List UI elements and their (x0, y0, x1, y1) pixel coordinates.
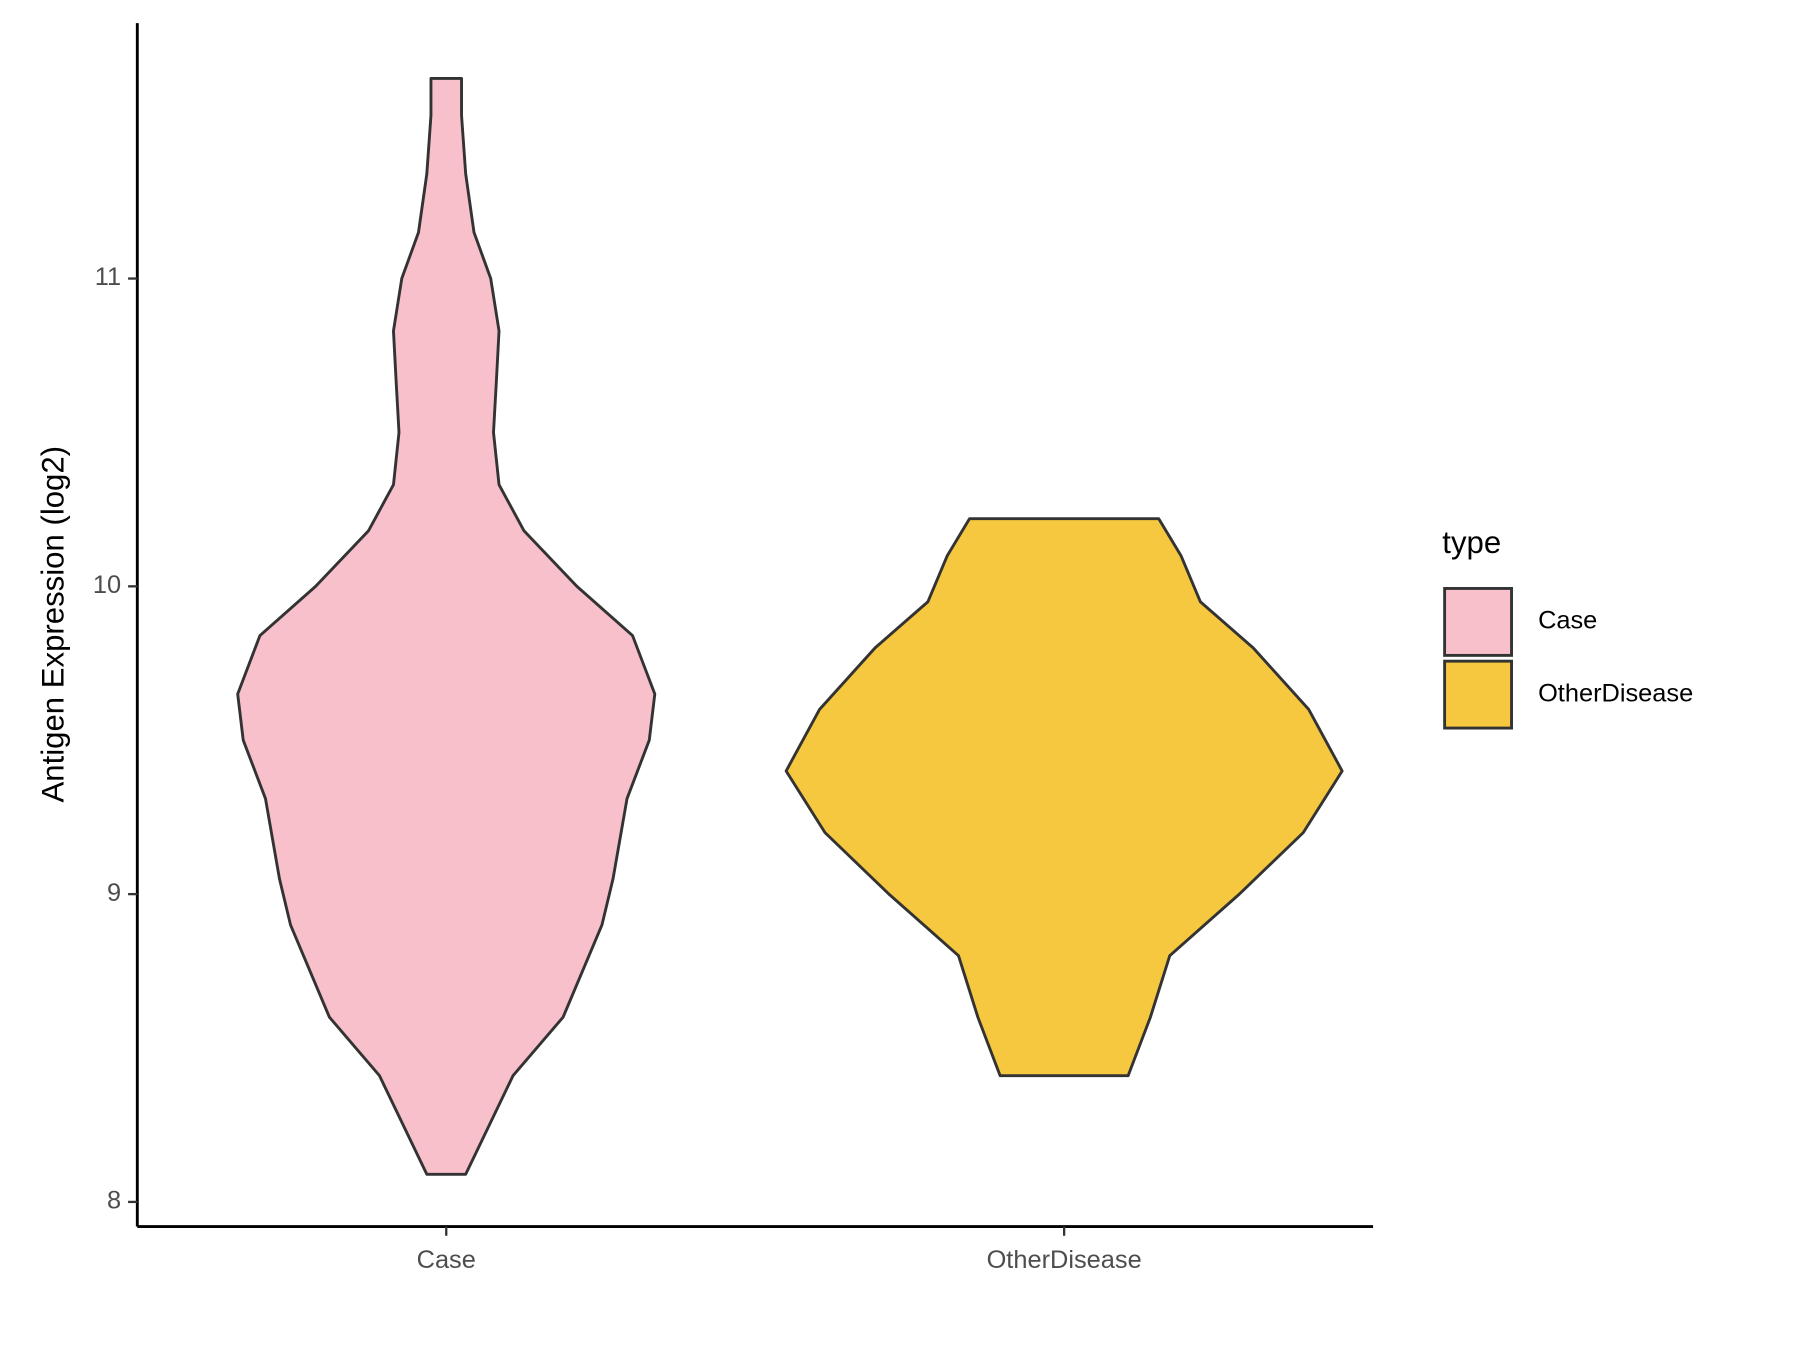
violin (784, 517, 1344, 1078)
y-axis-label: Antigen Expression (log2) (36, 446, 71, 803)
x-tick-label: Case (417, 1246, 476, 1274)
y-tick-label: 11 (95, 263, 121, 291)
y-tick-label: 10 (93, 571, 121, 599)
legend-label: Case (1538, 607, 1597, 635)
legend-key (1443, 587, 1513, 657)
y-tick-label: 8 (107, 1187, 121, 1215)
legend-title: type (1442, 525, 1501, 560)
y-tick-label: 9 (107, 879, 121, 907)
violin (236, 77, 657, 1176)
legend-key (1443, 659, 1513, 730)
legend-label: OtherDisease (1538, 679, 1693, 707)
x-tick-label: OtherDisease (987, 1246, 1142, 1274)
